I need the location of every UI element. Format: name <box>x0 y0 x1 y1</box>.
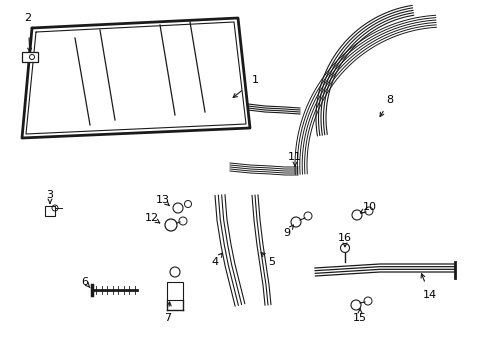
Bar <box>22 52 38 62</box>
Text: 7: 7 <box>164 313 171 323</box>
Bar <box>45 206 55 216</box>
Text: 2: 2 <box>24 13 32 23</box>
Text: 5: 5 <box>268 257 275 267</box>
Text: 15: 15 <box>352 313 366 323</box>
Text: 16: 16 <box>337 233 351 243</box>
Circle shape <box>164 219 177 231</box>
Text: 8: 8 <box>386 95 393 105</box>
Text: 12: 12 <box>144 213 159 223</box>
Circle shape <box>351 210 361 220</box>
Circle shape <box>350 300 360 310</box>
Text: 1: 1 <box>251 75 258 85</box>
Circle shape <box>170 267 180 277</box>
Text: 13: 13 <box>156 195 170 205</box>
Text: 9: 9 <box>283 228 290 238</box>
Text: 10: 10 <box>362 202 376 212</box>
Circle shape <box>173 203 183 213</box>
Bar <box>167 282 183 300</box>
Text: 11: 11 <box>287 152 302 162</box>
Text: 4: 4 <box>211 257 218 267</box>
Circle shape <box>290 217 301 227</box>
Text: 6: 6 <box>81 277 88 287</box>
Text: 14: 14 <box>422 290 436 300</box>
Circle shape <box>340 243 349 252</box>
Text: 3: 3 <box>46 190 53 200</box>
Polygon shape <box>22 18 249 138</box>
